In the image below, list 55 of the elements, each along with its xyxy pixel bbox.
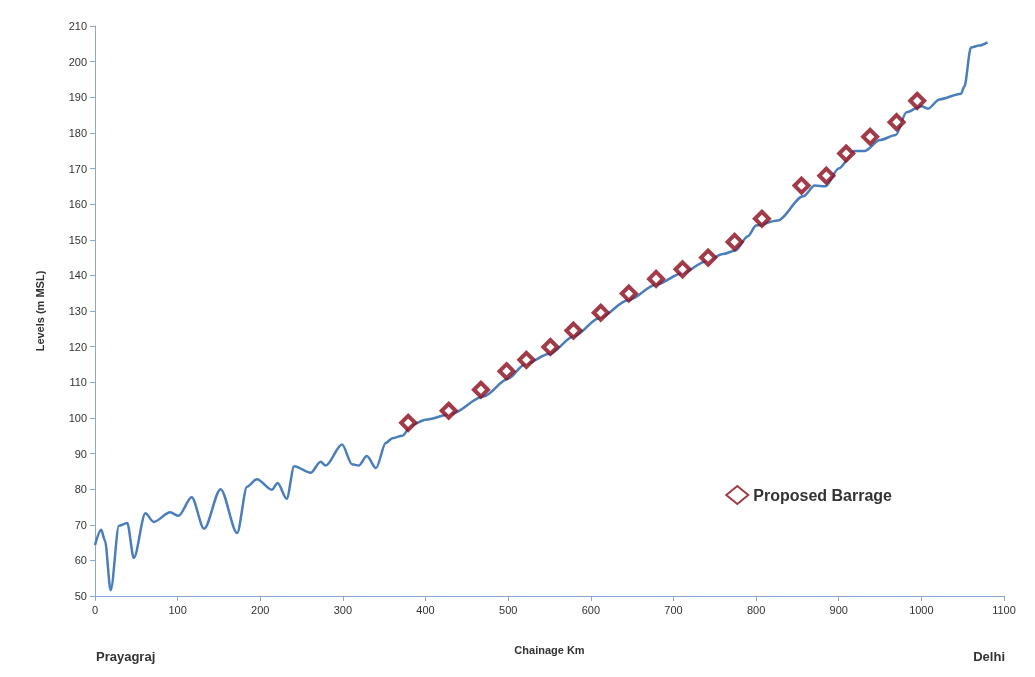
y-tick-label: 130 bbox=[68, 305, 87, 317]
x-tick-label: 600 bbox=[581, 603, 600, 616]
point bbox=[699, 248, 718, 267]
point bbox=[725, 232, 744, 251]
x-tick-label: 100 bbox=[168, 603, 187, 616]
point bbox=[517, 350, 536, 369]
point bbox=[471, 380, 490, 399]
point bbox=[861, 127, 880, 146]
point bbox=[564, 321, 583, 340]
point bbox=[647, 269, 666, 288]
y-tick-label: 60 bbox=[74, 554, 87, 567]
point bbox=[619, 284, 638, 303]
y-tick-label: 70 bbox=[74, 518, 87, 531]
y-tick-label: 150 bbox=[68, 233, 87, 246]
y-tick-label: 180 bbox=[68, 126, 87, 139]
y-tick-label: 170 bbox=[68, 162, 87, 175]
y-tick-label: 140 bbox=[68, 269, 87, 282]
x-tick-label: 300 bbox=[333, 603, 353, 616]
x-tick-label: 200 bbox=[251, 603, 270, 616]
point bbox=[541, 337, 560, 356]
y-tick-label: 90 bbox=[74, 447, 87, 460]
x-tick-label: 500 bbox=[499, 603, 518, 616]
text: Delhi bbox=[973, 649, 1006, 664]
point bbox=[908, 91, 927, 110]
x-tick-label: 700 bbox=[664, 603, 683, 616]
y-tick-label: 160 bbox=[68, 198, 87, 211]
point bbox=[752, 209, 771, 228]
point bbox=[439, 401, 458, 420]
y-tick-label: 110 bbox=[69, 376, 87, 389]
y-axis-title: Levels (m MSL) bbox=[33, 270, 46, 352]
y-tick-label: 120 bbox=[68, 340, 87, 353]
point bbox=[673, 260, 692, 279]
point bbox=[817, 166, 836, 185]
y-tick-label: 50 bbox=[74, 590, 87, 602]
legend-label: Proposed Barrage bbox=[753, 486, 893, 504]
point bbox=[497, 362, 516, 381]
point bbox=[887, 113, 906, 132]
x-tick-label: 1100 bbox=[992, 603, 1016, 616]
y-tick-label: 210 bbox=[68, 20, 87, 32]
x-tick-label: 1000 bbox=[909, 603, 934, 616]
y-tick-label: 80 bbox=[74, 483, 87, 496]
x-tick-label: 900 bbox=[829, 603, 848, 616]
point bbox=[837, 144, 856, 163]
y-tick-label: 100 bbox=[68, 411, 87, 424]
x-tick-label: 800 bbox=[746, 603, 766, 616]
x-tick-label: 400 bbox=[416, 603, 435, 616]
point bbox=[591, 303, 610, 322]
line-series bbox=[93, 41, 989, 592]
text: Prayagraj bbox=[96, 649, 156, 664]
x-axis-title: Chainage Km bbox=[514, 643, 585, 656]
point bbox=[399, 413, 418, 432]
point bbox=[792, 176, 811, 195]
x-tick-label: 0 bbox=[91, 603, 99, 616]
y-tick-label: 190 bbox=[68, 91, 87, 104]
y-tick-label: 200 bbox=[68, 55, 87, 68]
